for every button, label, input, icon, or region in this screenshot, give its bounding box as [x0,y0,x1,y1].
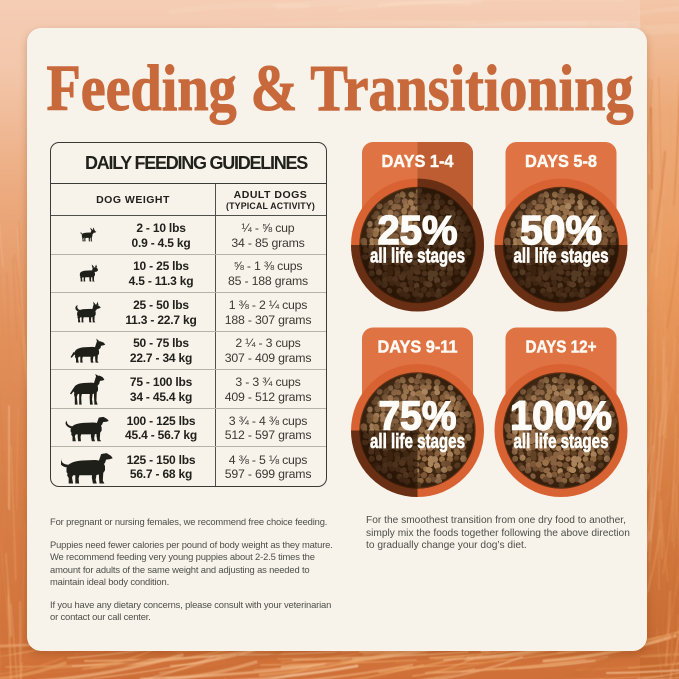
svg-text:100%: 100% [510,393,612,439]
svg-text:all life stages: all life stages [514,246,609,268]
svg-text:DAYS 9-11: DAYS 9-11 [378,337,458,357]
svg-text:all life stages: all life stages [370,246,465,268]
svg-text:all life stages: all life stages [370,431,465,453]
svg-text:DAYS 5-8: DAYS 5-8 [525,151,597,171]
svg-text:Feeding & Transitioning: Feeding & Transitioning [47,52,634,125]
svg-text:50%: 50% [520,207,602,253]
svg-text:all life stages: all life stages [514,431,609,453]
svg-text:DAYS 12+: DAYS 12+ [526,337,597,357]
svg-text:25%: 25% [378,207,458,253]
svg-text:75%: 75% [379,393,457,439]
svg-text:DAYS 1-4: DAYS 1-4 [382,151,454,171]
